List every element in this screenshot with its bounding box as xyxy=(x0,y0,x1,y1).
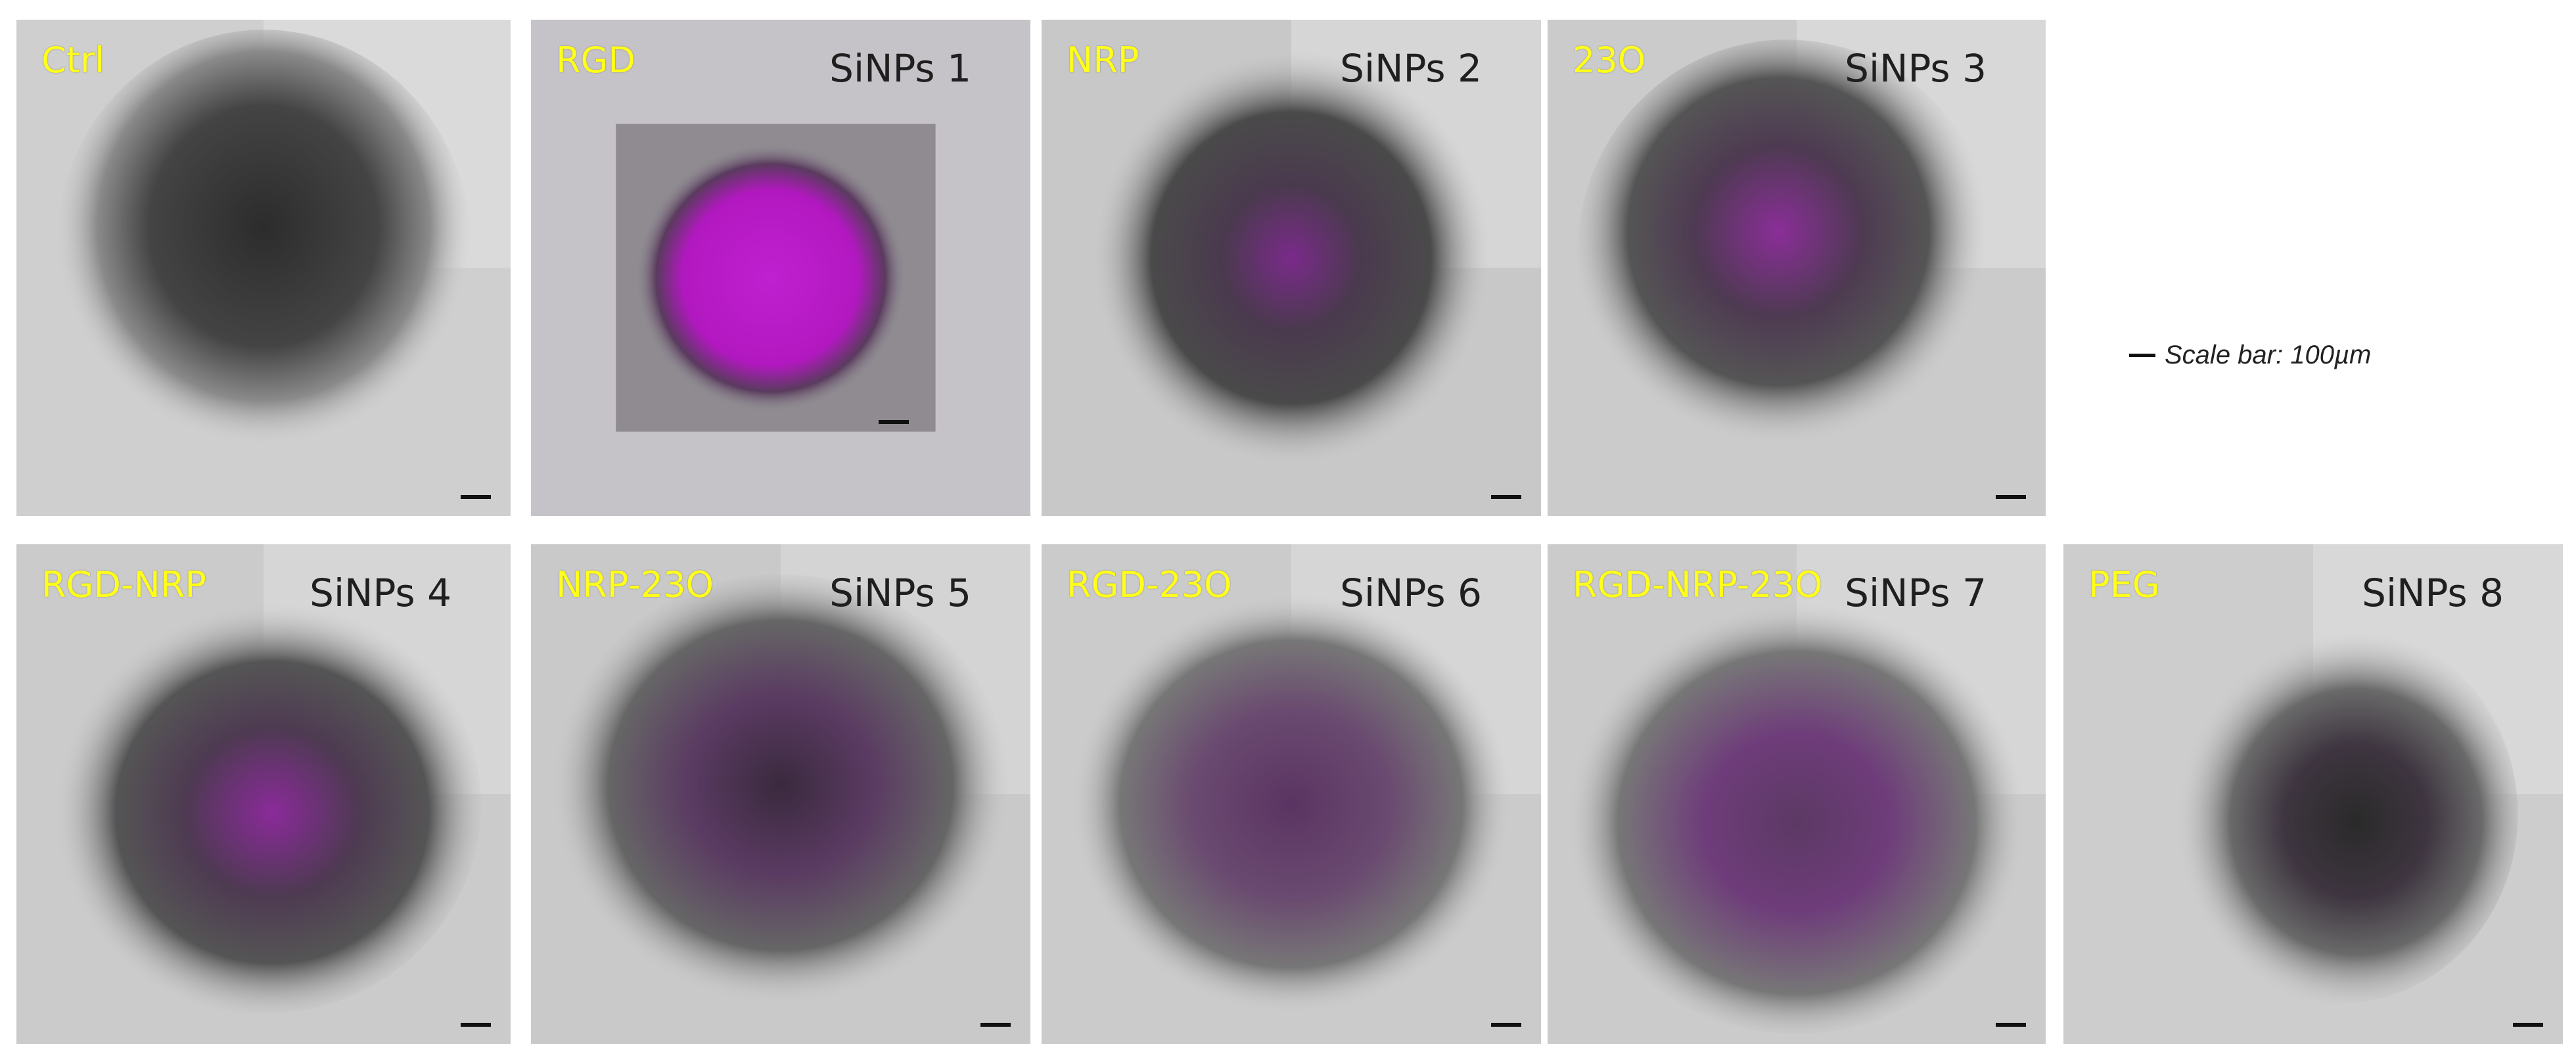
panel-rgd-23o: RGD-23O SiNPs 6 xyxy=(1042,544,1541,1044)
panel-ctrl: Ctrl xyxy=(16,20,511,516)
scale-bar xyxy=(1491,495,1521,499)
panel-nrp: NRP SiNPs 2 xyxy=(1042,20,1541,516)
nanoparticle-label: SiNPs 8 xyxy=(2362,571,2504,615)
nanoparticle-label: SiNPs 4 xyxy=(310,571,451,615)
panel-rgd: RGD SiNPs 1 xyxy=(531,20,1030,516)
scale-bar xyxy=(980,1023,1011,1027)
panel-peg: PEG SiNPs 8 xyxy=(2063,544,2563,1044)
scale-legend-text: Scale bar: 100µm xyxy=(2165,341,2372,369)
nanoparticle-label: SiNPs 6 xyxy=(1340,571,1482,615)
micrograph-nrp xyxy=(1042,20,1541,516)
nanoparticle-label: SiNPs 7 xyxy=(1845,571,1987,615)
nanoparticle-label: SiNPs 2 xyxy=(1340,46,1482,91)
panel-label: RGD-NRP-23O xyxy=(1573,564,1823,605)
panel-label: PEG xyxy=(2088,564,2160,605)
micrograph-rgd-nrp xyxy=(16,544,511,1044)
scale-bar xyxy=(879,420,909,424)
panel-rgd-nrp: RGD-NRP SiNPs 4 xyxy=(16,544,511,1044)
panel-label: Ctrl xyxy=(41,39,105,81)
scale-bar xyxy=(461,495,491,499)
panel-label: RGD-23O xyxy=(1067,564,1232,605)
scale-bar xyxy=(1996,495,2026,499)
scale-bar-sample xyxy=(2129,354,2155,357)
panel-nrp-23o: NRP-23O SiNPs 5 xyxy=(531,544,1030,1044)
micrograph-ctrl xyxy=(16,20,511,516)
scale-bar xyxy=(1491,1023,1521,1027)
panel-label: RGD xyxy=(556,39,635,81)
nanoparticle-label: SiNPs 3 xyxy=(1845,46,1987,91)
panel-label: NRP-23O xyxy=(556,564,714,605)
micrograph-rgd-23o xyxy=(1042,544,1541,1044)
micrograph-23o xyxy=(1548,20,2046,516)
panel-23o: 23O SiNPs 3 xyxy=(1548,20,2046,516)
scale-legend: Scale bar: 100µm xyxy=(2129,341,2371,370)
nanoparticle-label: SiNPs 5 xyxy=(829,571,971,615)
scale-bar xyxy=(461,1023,491,1027)
panel-label: RGD-NRP xyxy=(41,564,206,605)
micrograph-peg xyxy=(2063,544,2563,1044)
panel-label: NRP xyxy=(1067,39,1139,81)
scale-bar xyxy=(1996,1023,2026,1027)
nanoparticle-label: SiNPs 1 xyxy=(829,46,971,91)
micrograph-rgd xyxy=(531,20,1030,516)
panel-label: 23O xyxy=(1573,39,1646,81)
micrograph-rgd-nrp-23o xyxy=(1548,544,2046,1044)
micrograph-nrp-23o xyxy=(531,544,1030,1044)
scale-bar xyxy=(2513,1023,2543,1027)
panel-rgd-nrp-23o: RGD-NRP-23O SiNPs 7 xyxy=(1548,544,2046,1044)
